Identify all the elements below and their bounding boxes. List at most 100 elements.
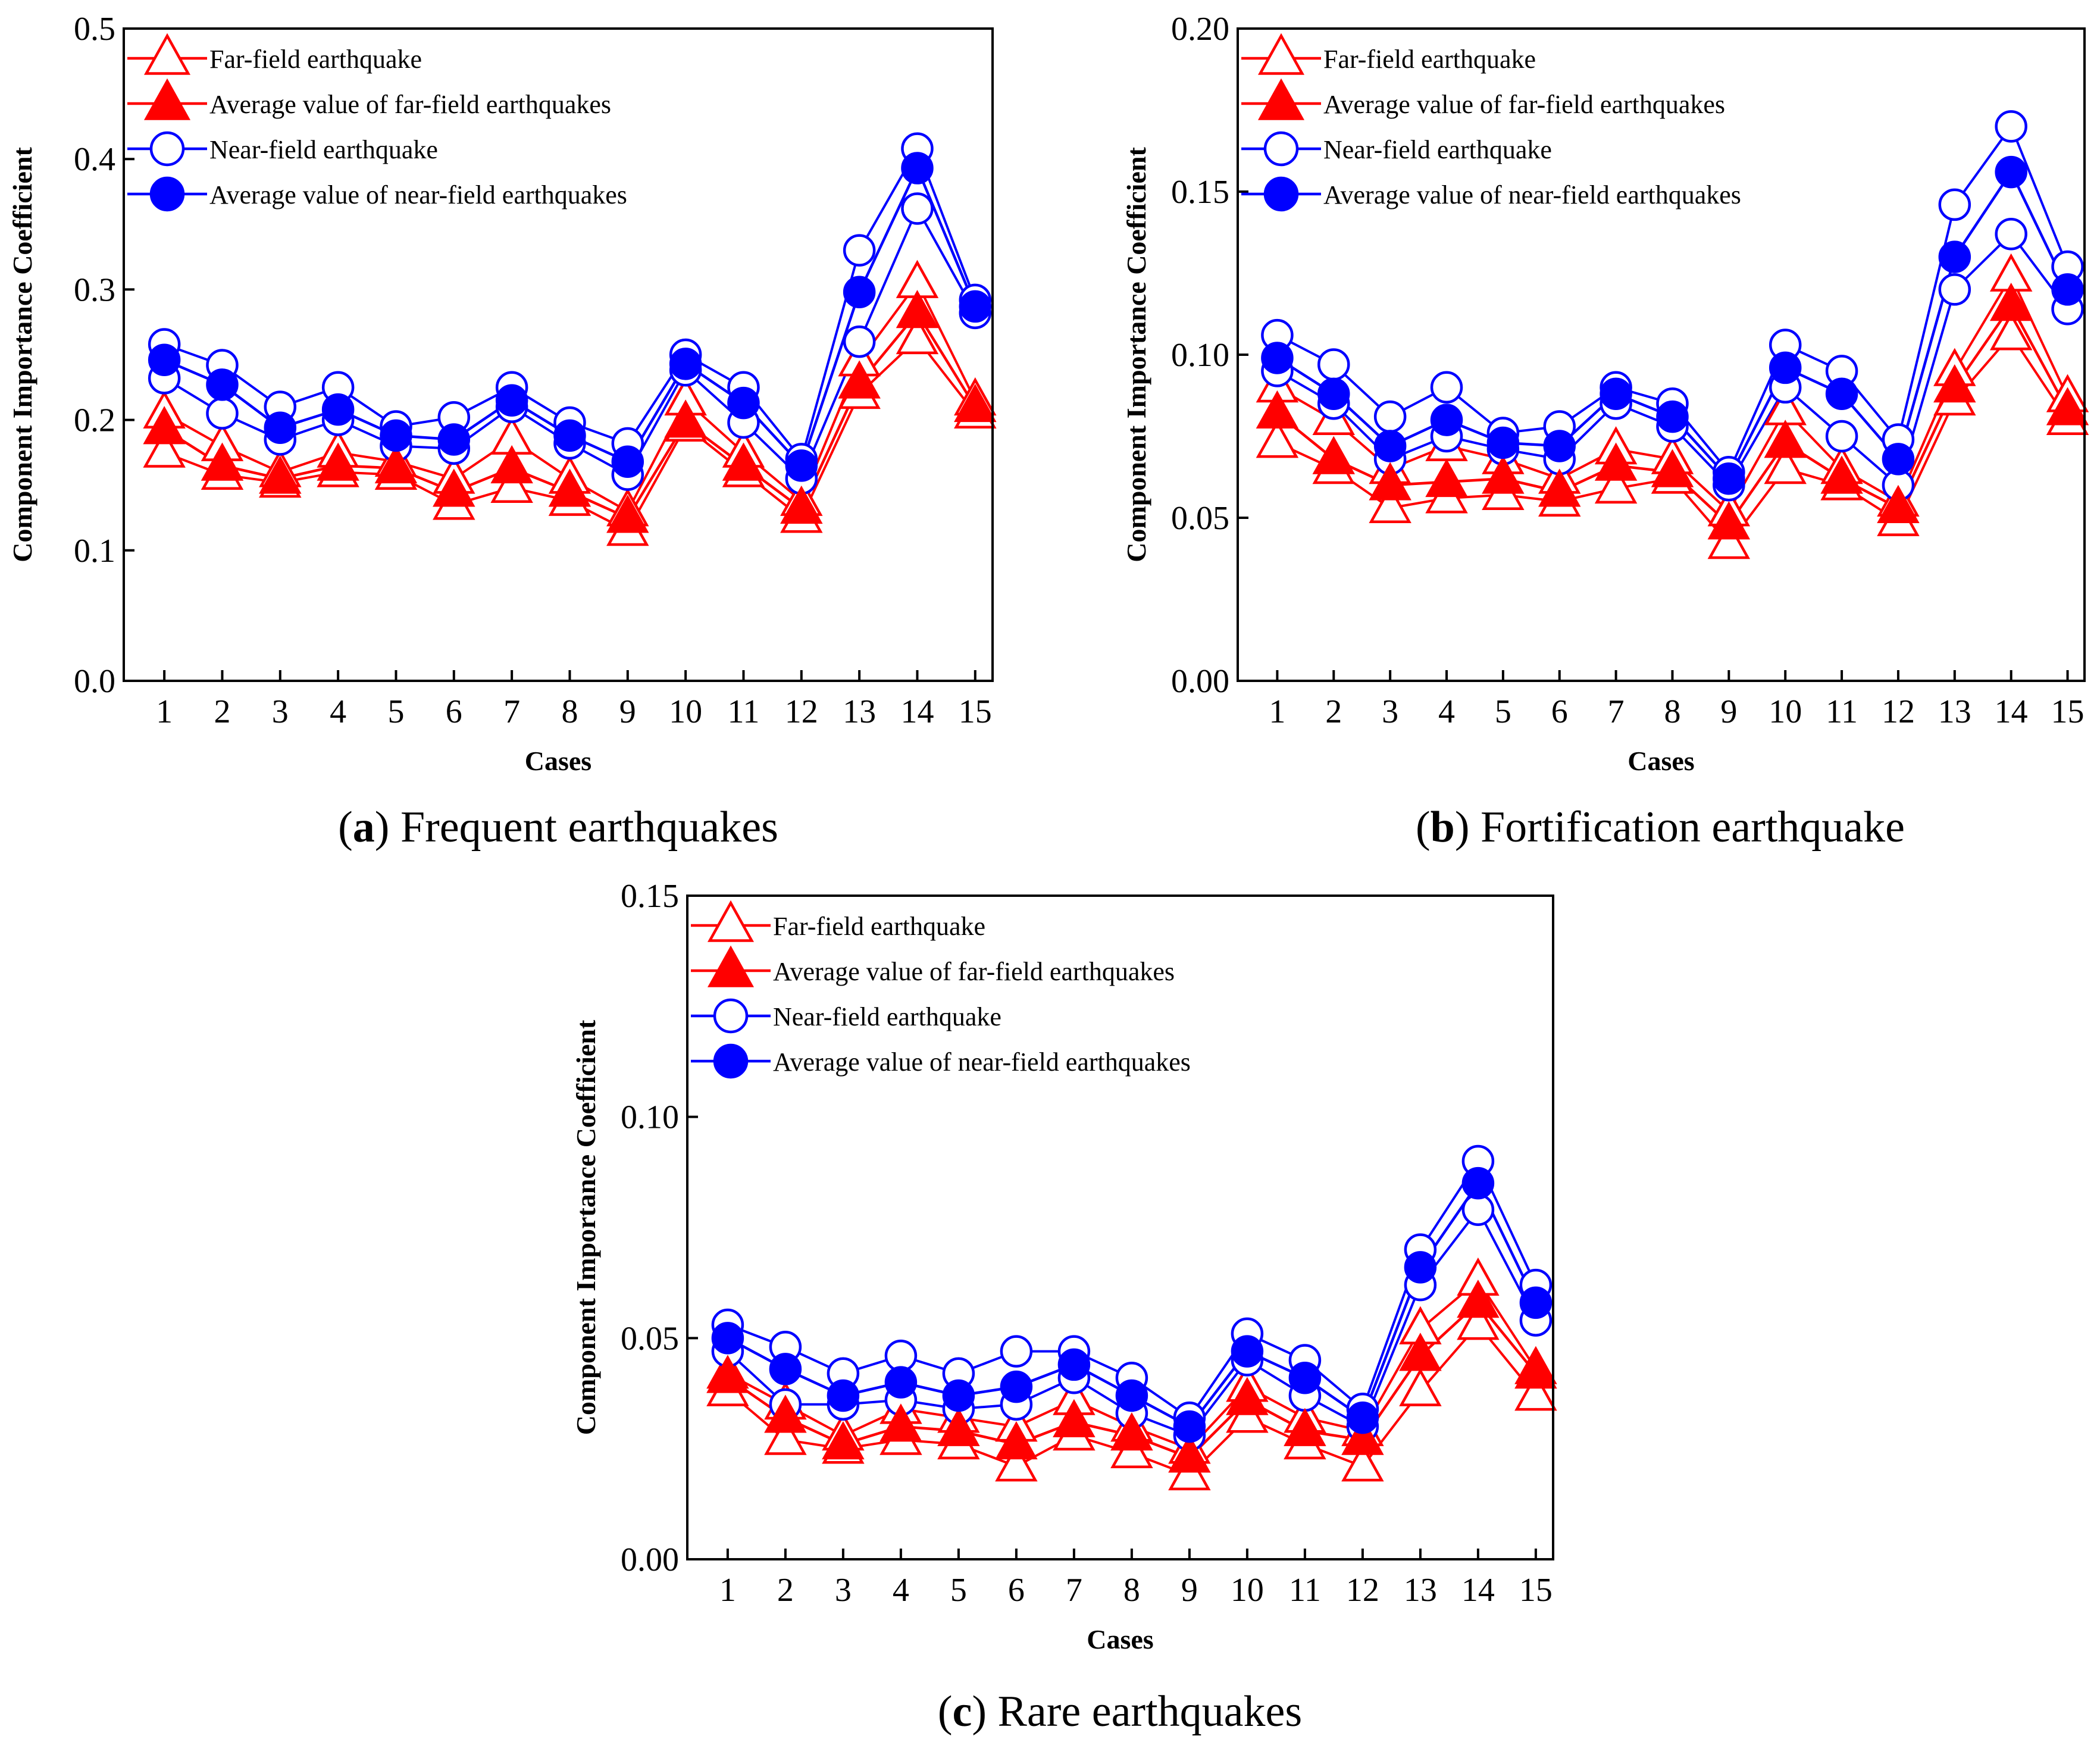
x-tick-label: 4 xyxy=(330,693,346,730)
legend-marker xyxy=(1257,33,1305,75)
far-field-average-point xyxy=(1764,420,1807,458)
far-field-point xyxy=(896,315,939,355)
near-field-average-point xyxy=(1261,342,1294,374)
y-tick-label: 0.1 xyxy=(74,533,115,570)
far-field-average-point xyxy=(1933,364,1976,403)
near-field-average-point xyxy=(1600,377,1632,411)
far-field-average-point xyxy=(937,1408,980,1446)
x-tick-label: 13 xyxy=(1404,1572,1437,1609)
caption-paren-close: ) xyxy=(1455,803,1470,852)
far-field-average-point xyxy=(1399,1333,1442,1371)
legend-item-near-avg: Average value of near-field earthquakes xyxy=(1241,176,1741,212)
near-field-average-point xyxy=(1519,1286,1553,1319)
near-field-average-point xyxy=(1995,155,2027,189)
far-field-average-point xyxy=(1514,1350,1557,1389)
series-group xyxy=(706,1144,1557,1491)
far-field-point xyxy=(764,1416,807,1455)
near-field-average-point xyxy=(827,1379,860,1412)
legend-label: Average value of near-field earthquakes xyxy=(209,180,627,209)
far-field-point xyxy=(1594,465,1638,504)
far-field-average-point xyxy=(606,495,649,533)
x-tick-label: 5 xyxy=(950,1572,967,1609)
far-field-average-point xyxy=(1284,1408,1326,1446)
x-tick-label: 12 xyxy=(785,693,818,730)
near-field-average-point xyxy=(148,343,181,377)
x-tick-label: 3 xyxy=(272,693,289,730)
far-field-average-point xyxy=(838,360,881,399)
far-field-average-point xyxy=(1168,1434,1211,1473)
x-tick-label: 11 xyxy=(1289,1572,1321,1609)
legend-marker xyxy=(1263,176,1299,212)
y-axis-title: Component Importance Coefficient xyxy=(7,147,37,562)
near-field-average-point xyxy=(1346,1401,1379,1434)
far-field-average-point xyxy=(1989,283,2033,321)
x-tick-label: 10 xyxy=(1769,693,1802,730)
near-field-average-point xyxy=(959,290,992,323)
legend-marker xyxy=(149,176,185,212)
legend-item-near-ind: Near-field earthquake xyxy=(1241,131,1552,167)
far-field-point xyxy=(1256,420,1299,458)
far-field-point xyxy=(1457,1302,1500,1340)
near-field-average-point xyxy=(264,411,297,445)
near-field-average-point xyxy=(1115,1379,1148,1412)
far-field-average-point xyxy=(995,1421,1038,1460)
far-field-average-point xyxy=(1226,1377,1269,1415)
near-field-average-point xyxy=(437,423,471,456)
near-field-point xyxy=(1825,420,1858,453)
x-tick-label: 8 xyxy=(1664,693,1680,730)
y-tick-label: 0.05 xyxy=(1171,500,1229,537)
chart-panel-a: 1 2 3 4 5 6 7 8 9 10 11 12 13 14 150.00.10.20.30.40.5C… xyxy=(7,11,997,852)
far-field-average-point xyxy=(1256,390,1299,429)
x-tick-label: 5 xyxy=(1495,693,1511,730)
x-tick-label: 1 xyxy=(719,1572,736,1609)
panel-caption: (c) Rare earthquakes xyxy=(938,1687,1302,1736)
x-tick-label: 4 xyxy=(893,1572,909,1609)
far-field-average-point xyxy=(143,406,186,445)
far-field-average-point xyxy=(780,485,823,524)
far-field-point xyxy=(1707,521,1751,559)
far-field-average-point xyxy=(548,468,591,507)
chart-panel-b: 1 2 3 4 5 6 7 8 9 10 11 12 13 14 150.000.050.100.150.2… xyxy=(1121,11,2089,852)
far-field-point xyxy=(1989,312,2033,351)
near-field-point xyxy=(1938,188,1971,221)
x-tick-label: 10 xyxy=(669,693,702,730)
far-field-average-point xyxy=(2046,387,2089,426)
near-field-average-point xyxy=(1430,404,1463,436)
legend-label: Average value of far-field earthquakes xyxy=(209,90,611,119)
legend-marker xyxy=(1263,131,1299,167)
near-field-average-point xyxy=(843,276,876,309)
x-tick-label: 1 xyxy=(156,693,173,730)
x-tick-label: 15 xyxy=(2051,693,2085,730)
far-field-average-point xyxy=(201,442,244,481)
far-field-average-point xyxy=(664,399,707,438)
legend: Far-field earthquake Average value of far… xyxy=(691,900,1191,1079)
legend-item-far-avg: Average value of far-field earthquakes xyxy=(127,78,611,120)
legend-marker xyxy=(713,998,749,1034)
far-field-average-point xyxy=(722,442,765,481)
x-tick-label: 1 xyxy=(1269,693,1285,730)
near-field-average-point xyxy=(769,1353,802,1385)
x-tick-label: 15 xyxy=(959,693,992,730)
y-tick-label: 0.00 xyxy=(1171,663,1229,700)
near-field-average-point xyxy=(727,386,760,420)
near-field-average-point xyxy=(2051,273,2084,306)
caption-letter: c xyxy=(953,1687,972,1736)
x-tick-label: 11 xyxy=(728,693,760,730)
legend-label: Average value of near-field earthquakes xyxy=(773,1047,1191,1077)
near-field-average-point xyxy=(1656,400,1689,433)
x-tick-label: 3 xyxy=(835,1572,852,1609)
far-field-average-point xyxy=(1482,455,1525,494)
near-field-point xyxy=(843,234,876,267)
far-field-average-point xyxy=(374,445,418,484)
plot-frame xyxy=(123,27,994,682)
y-tick-label: 0.00 xyxy=(621,1541,679,1578)
x-tick-label: 3 xyxy=(1382,693,1398,730)
near-field-average-point xyxy=(785,449,818,482)
far-field-point xyxy=(995,1443,1038,1482)
series-group xyxy=(143,132,997,546)
legend-label: Average value of near-field earthquakes xyxy=(1323,180,1741,209)
near-field-average-point xyxy=(669,348,702,380)
far-field-average-point xyxy=(1707,501,1751,540)
x-tick-label: 9 xyxy=(1720,693,1737,730)
far-field-average-point xyxy=(1312,436,1356,474)
